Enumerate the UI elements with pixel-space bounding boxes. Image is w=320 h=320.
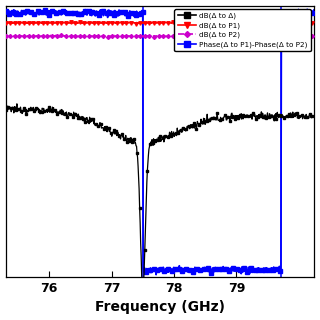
Legend: dB(Δ to Δ), dB(Δ to P1), dB(Δ to P2), Phase(Δ to P1)-Phase(Δ to P2): dB(Δ to Δ), dB(Δ to P1), dB(Δ to P2), Ph… — [174, 9, 311, 51]
X-axis label: Frequency (GHz): Frequency (GHz) — [95, 300, 225, 315]
